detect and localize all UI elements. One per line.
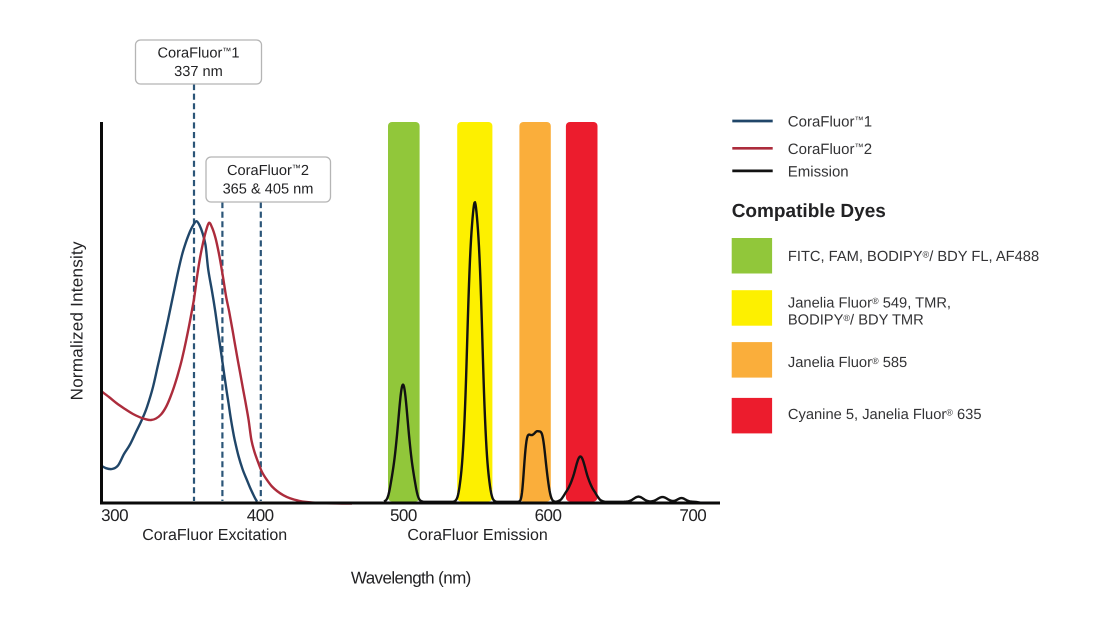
svg-text:Janelia Fluor® 585: Janelia Fluor® 585 xyxy=(788,355,907,371)
svg-text:400: 400 xyxy=(247,506,274,525)
svg-text:365 & 405 nm: 365 & 405 nm xyxy=(223,182,314,198)
svg-text:Cyanine 5, Janelia Fluor® 635: Cyanine 5, Janelia Fluor® 635 xyxy=(788,407,982,423)
svg-text:Emission: Emission xyxy=(788,163,849,180)
svg-text:CoraFluor Excitation: CoraFluor Excitation xyxy=(142,527,287,544)
svg-text:300: 300 xyxy=(101,506,128,525)
svg-text:Compatible Dyes: Compatible Dyes xyxy=(732,201,886,222)
svg-text:BODIPY®/ BDY TMR: BODIPY®/ BDY TMR xyxy=(788,312,924,328)
svg-text:Janelia Fluor® 549, TMR,: Janelia Fluor® 549, TMR, xyxy=(788,296,951,312)
svg-text:CoraFluor Emission: CoraFluor Emission xyxy=(407,527,547,544)
svg-text:FITC, FAM, BODIPY®/ BDY FL, AF: FITC, FAM, BODIPY®/ BDY FL, AF488 xyxy=(788,249,1039,265)
svg-text:CoraFluor™1: CoraFluor™1 xyxy=(157,46,239,62)
svg-text:CoraFluor™2: CoraFluor™2 xyxy=(227,163,309,179)
svg-text:Wavelength (nm): Wavelength (nm) xyxy=(351,569,471,588)
svg-text:Normalized Intensity: Normalized Intensity xyxy=(68,241,87,400)
svg-text:700: 700 xyxy=(679,506,706,525)
svg-text:600: 600 xyxy=(535,506,562,525)
svg-text:CoraFluor™1: CoraFluor™1 xyxy=(788,114,872,131)
svg-text:CoraFluor™2: CoraFluor™2 xyxy=(788,141,872,158)
svg-text:337 nm: 337 nm xyxy=(174,64,223,80)
svg-text:500: 500 xyxy=(390,506,417,525)
